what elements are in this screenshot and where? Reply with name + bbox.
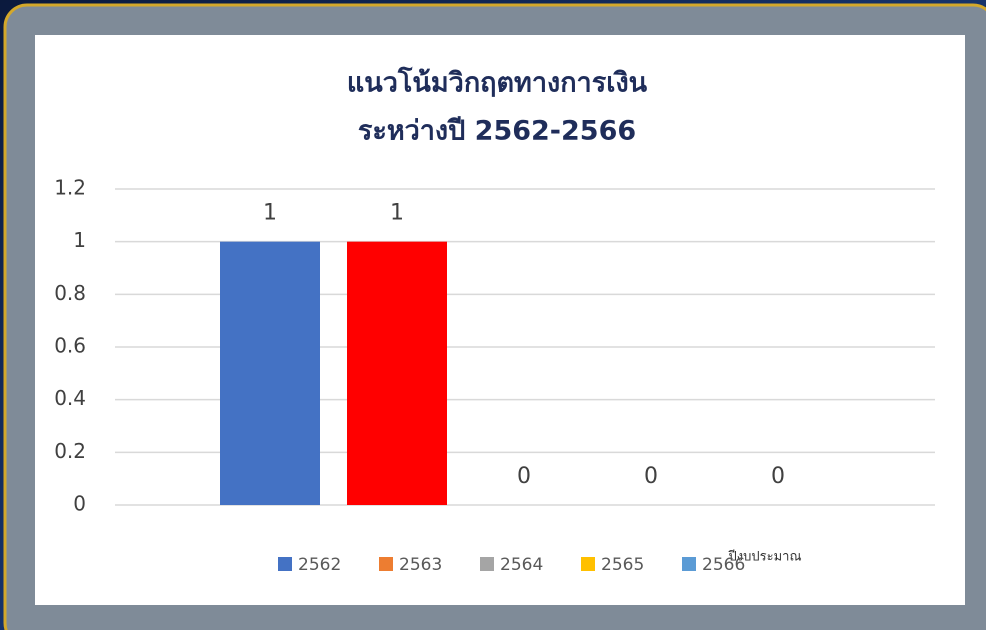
data-label: 0	[517, 464, 531, 489]
data-label: 0	[644, 464, 658, 489]
legend-swatch	[480, 557, 494, 571]
legend-swatch	[278, 557, 292, 571]
chart-title: ระหว่างปี 2562-2566	[358, 116, 636, 147]
legend-label: 2564	[500, 555, 543, 575]
data-label: 0	[771, 464, 785, 489]
legend-label: 2562	[298, 555, 341, 575]
legend-label: 2565	[601, 555, 644, 575]
data-label: 1	[390, 201, 404, 226]
legend-swatch	[581, 557, 595, 571]
y-tick-label: 0	[73, 492, 86, 516]
x-axis-title: ปีงบประมาณ	[727, 549, 801, 565]
legend-label: 2566	[702, 555, 745, 575]
data-label: 1	[263, 201, 277, 226]
y-tick-label: 0.8	[54, 281, 86, 305]
chart-area	[35, 35, 965, 605]
bar	[347, 241, 447, 505]
chart-title: แนวโน้มวิกฤตทางการเงิน	[347, 66, 648, 99]
legend-label: 2563	[399, 555, 442, 575]
bar	[220, 241, 320, 505]
legend-swatch	[682, 557, 696, 571]
y-tick-label: 0.6	[54, 334, 86, 358]
y-tick-label: 0.2	[54, 439, 86, 463]
y-tick-label: 1	[73, 228, 86, 252]
legend-swatch	[379, 557, 393, 571]
y-tick-label: 0.4	[54, 386, 86, 410]
y-tick-label: 1.2	[54, 176, 86, 200]
